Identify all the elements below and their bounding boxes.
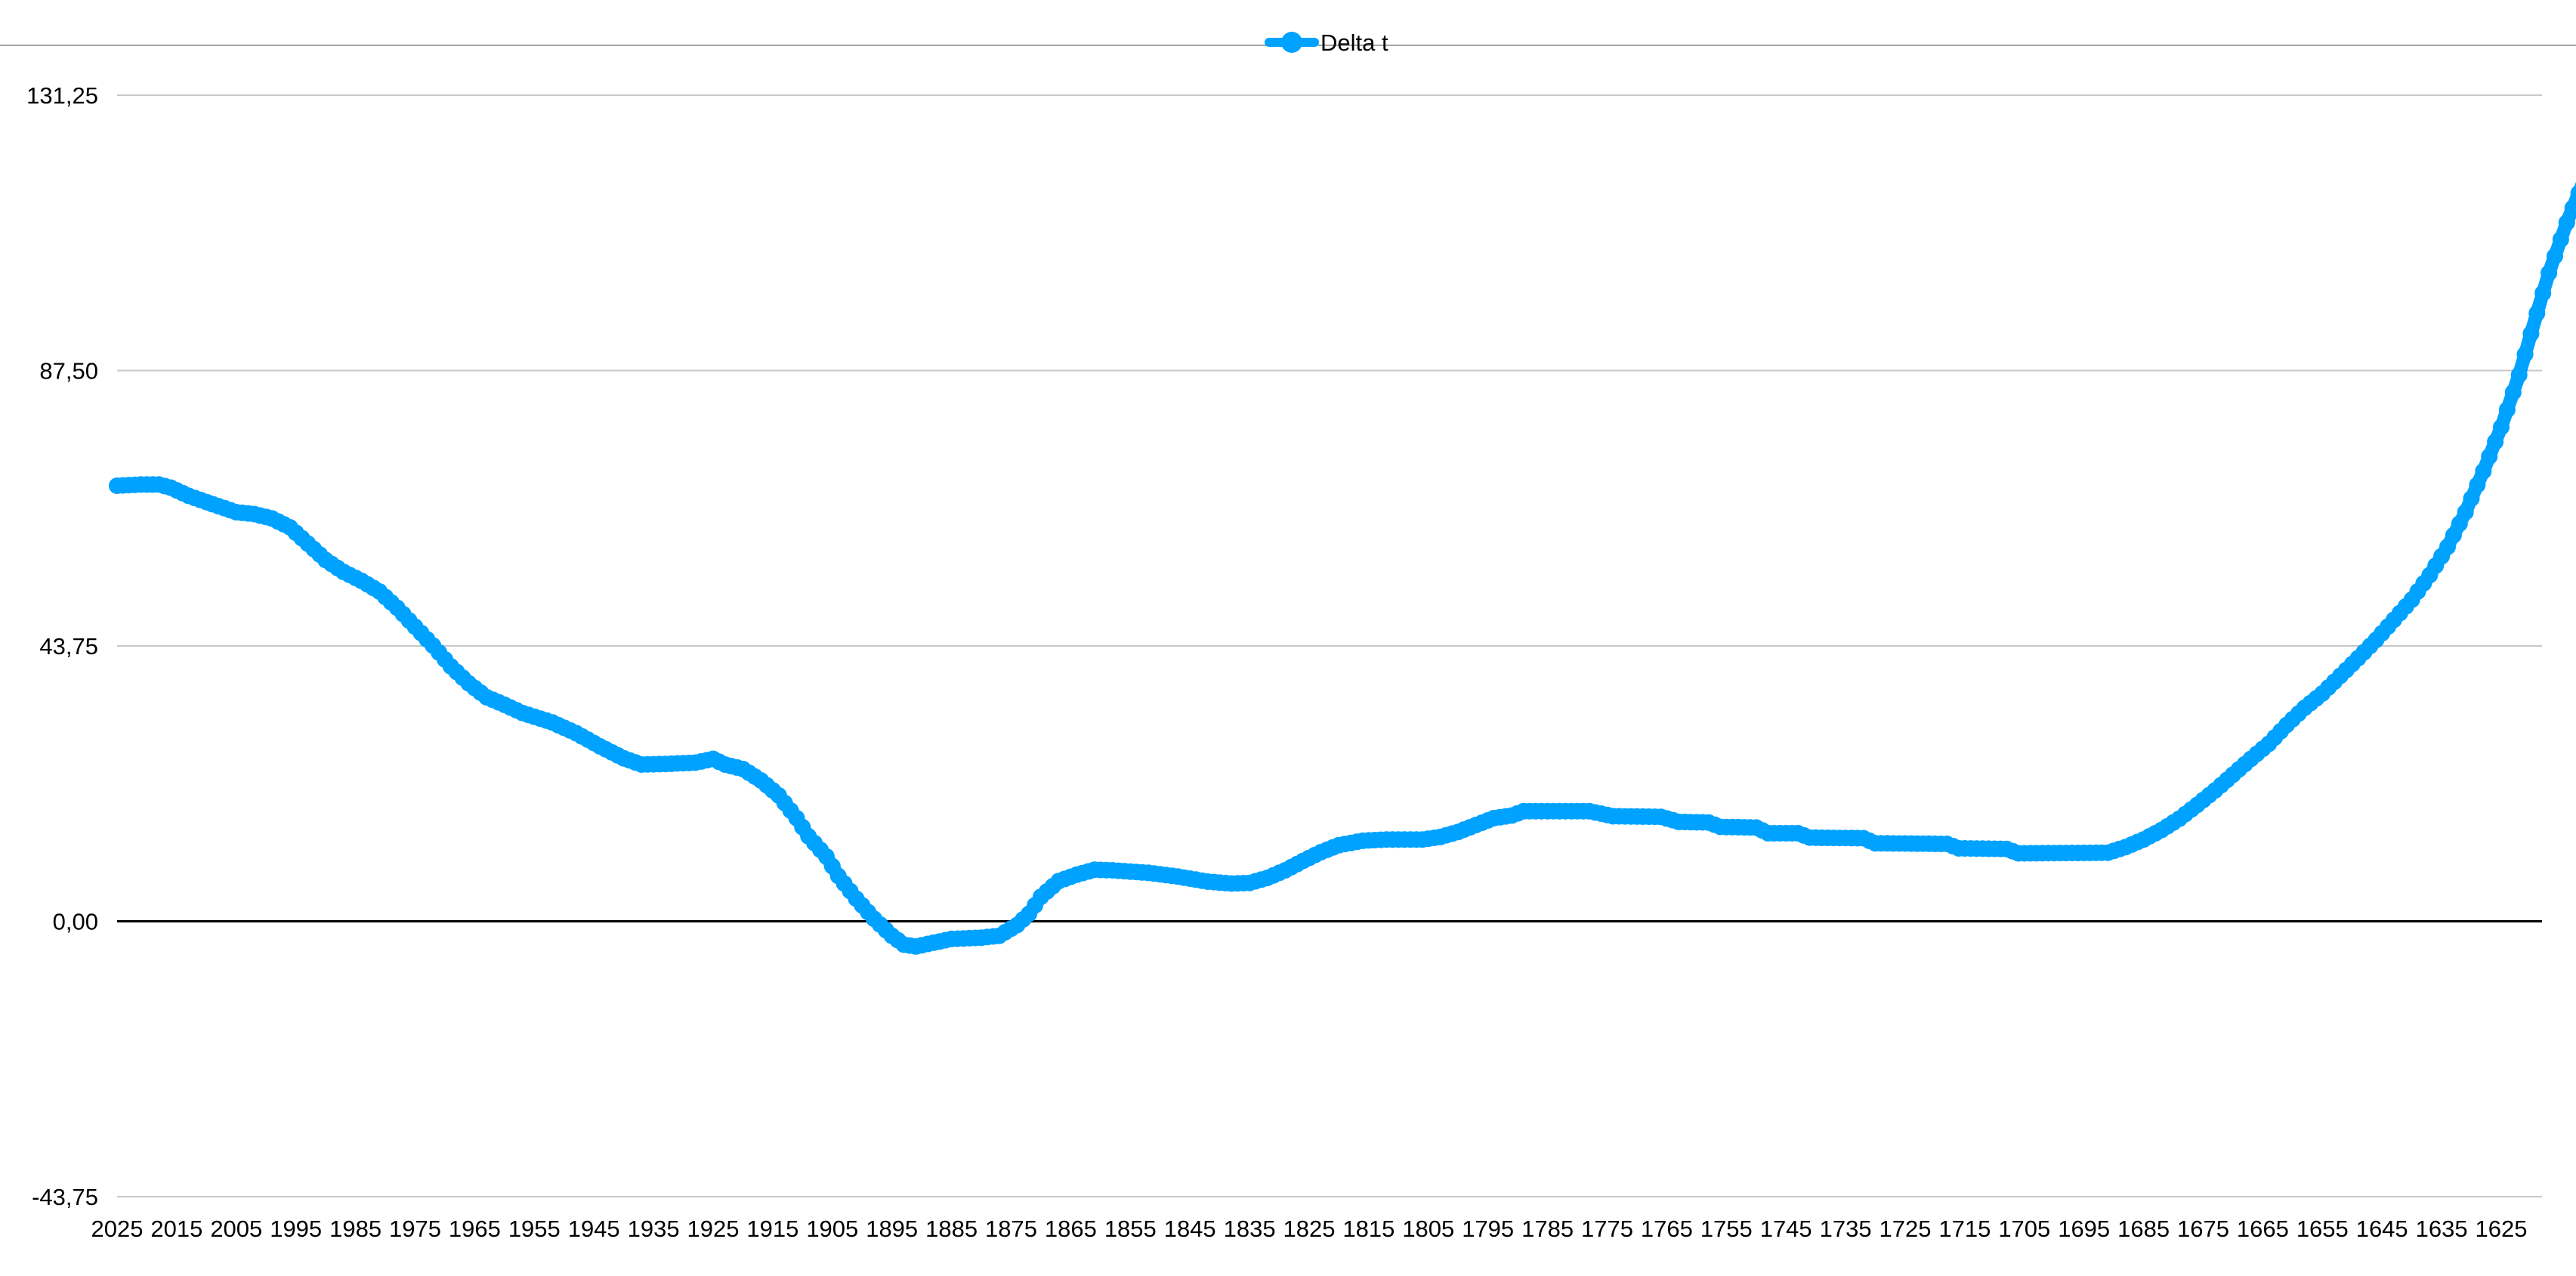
x-tick-label: 1705 <box>1998 1216 2050 1242</box>
x-tick-label: 1635 <box>2416 1216 2468 1242</box>
data-point <box>2570 185 2576 202</box>
x-tick-label: 1985 <box>329 1216 381 1242</box>
x-tick-label: 1945 <box>568 1216 620 1242</box>
y-tick-label: 131,25 <box>26 82 98 109</box>
data-point <box>2516 346 2534 363</box>
data-point <box>2558 214 2575 231</box>
x-tick-label: 1955 <box>508 1216 561 1242</box>
x-tick-label: 1665 <box>2237 1216 2289 1242</box>
series-delta-t <box>109 181 2576 955</box>
data-point <box>2552 230 2569 248</box>
x-tick-label: 1875 <box>985 1216 1037 1242</box>
data-point <box>2487 433 2504 450</box>
data-point <box>2564 199 2576 217</box>
data-point <box>2540 264 2558 282</box>
x-tick-label: 1835 <box>1224 1216 1276 1242</box>
x-tick-label: 1785 <box>1521 1216 1574 1242</box>
x-tick-label: 1655 <box>2296 1216 2349 1242</box>
x-tick-label: 1895 <box>866 1216 918 1242</box>
series-line <box>110 181 2576 953</box>
x-tick-label: 1925 <box>687 1216 740 1242</box>
data-point <box>2463 490 2480 507</box>
x-tick-label: 1725 <box>1879 1216 1932 1242</box>
x-tick-label: 1645 <box>2356 1216 2408 1242</box>
data-point <box>2498 401 2516 419</box>
legend-series-name: Delta t <box>1320 29 1388 56</box>
x-tick-label: 2015 <box>150 1216 202 1242</box>
x-tick-label: 1915 <box>746 1216 798 1242</box>
x-tick-label: 1815 <box>1342 1216 1395 1242</box>
x-tick-label: 1805 <box>1402 1216 1454 1242</box>
data-point <box>2534 285 2552 301</box>
x-tick-label: 1965 <box>449 1216 501 1242</box>
y-tick-label: -43,75 <box>32 1184 98 1210</box>
x-tick-label: 1715 <box>1938 1216 1991 1242</box>
data-point <box>2475 462 2492 480</box>
data-point <box>2510 366 2528 384</box>
data-point <box>2504 384 2522 401</box>
x-tick-label: 1995 <box>270 1216 322 1242</box>
x-tick-label: 1935 <box>628 1216 680 1242</box>
x-tick-label: 1905 <box>806 1216 858 1242</box>
data-point <box>2522 325 2540 342</box>
x-tick-label: 1975 <box>389 1216 441 1242</box>
gridlines <box>117 94 2542 1197</box>
x-tick-label: 1685 <box>2117 1216 2170 1242</box>
legend: Delta t <box>1265 29 1388 56</box>
x-axis-tick-labels: 2025 2015 2005 1995 1985 1975 1965 1955 1945 1935… <box>91 1216 2528 1242</box>
y-tick-label: 87,50 <box>39 358 98 385</box>
x-tick-label: 1625 <box>2476 1216 2528 1242</box>
data-point <box>2547 248 2563 265</box>
y-axis-tick-labels: 131,25 87,50 43,75 0,00 -43,75 <box>26 82 98 1210</box>
data-point <box>2528 304 2546 322</box>
x-tick-label: 1675 <box>2177 1216 2229 1242</box>
y-tick-label: 0,00 <box>53 909 98 935</box>
x-tick-label: 1865 <box>1045 1216 1097 1242</box>
x-tick-label: 1765 <box>1641 1216 1693 1242</box>
x-tick-label: 1745 <box>1760 1216 1812 1242</box>
x-tick-label: 1795 <box>1462 1216 1514 1242</box>
legend-marker-dot <box>1281 32 1302 53</box>
x-tick-label: 2005 <box>210 1216 262 1242</box>
data-point <box>2457 504 2474 521</box>
y-tick-label: 43,75 <box>39 633 98 660</box>
x-tick-label: 1855 <box>1104 1216 1157 1242</box>
data-point <box>2469 476 2486 493</box>
x-tick-label: 1825 <box>1283 1216 1336 1242</box>
x-tick-label: 1695 <box>2058 1216 2110 1242</box>
x-tick-label: 1885 <box>925 1216 978 1242</box>
x-tick-label: 1755 <box>1700 1216 1753 1242</box>
x-tick-label: 1735 <box>1820 1216 1872 1242</box>
x-tick-label: 2025 <box>91 1216 144 1242</box>
data-point <box>2493 419 2510 436</box>
data-point <box>2481 448 2498 465</box>
x-tick-label: 1775 <box>1581 1216 1633 1242</box>
x-tick-label: 1845 <box>1164 1216 1216 1242</box>
